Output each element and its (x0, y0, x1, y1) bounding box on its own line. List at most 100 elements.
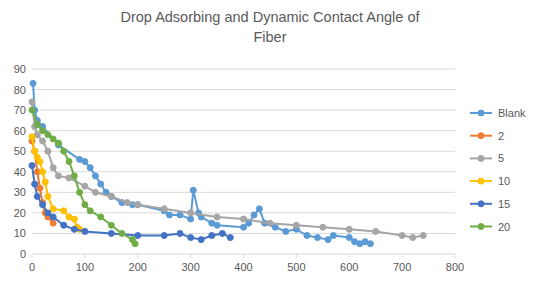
data-point (399, 233, 405, 239)
data-point (198, 237, 204, 243)
data-point (32, 148, 38, 154)
y-tick-label: 0 (20, 248, 26, 260)
data-point (61, 222, 67, 228)
y-tick-label: 70 (14, 104, 26, 116)
data-point (66, 159, 72, 165)
legend-marker (478, 133, 484, 139)
data-point (61, 148, 67, 154)
title: Drop Adsorbing and Dynamic Contact Angle… (120, 9, 420, 45)
data-point (241, 224, 247, 230)
y-tick-label: 60 (14, 125, 26, 137)
data-point (92, 173, 98, 179)
data-point (188, 210, 194, 216)
data-point (40, 128, 46, 134)
grid-line (32, 110, 455, 111)
data-point (82, 159, 88, 165)
legend-label: Blank (498, 107, 526, 119)
data-point (177, 212, 183, 218)
data-point (346, 235, 352, 241)
data-point (37, 159, 43, 165)
data-point (161, 233, 167, 239)
data-point (82, 183, 88, 189)
series (29, 134, 83, 233)
data-point (98, 181, 104, 187)
data-point (50, 165, 56, 171)
legend-marker (478, 155, 484, 161)
x-tick (455, 254, 456, 258)
data-point (188, 216, 194, 222)
data-point (119, 230, 125, 236)
data-point (161, 206, 167, 212)
data-point (82, 202, 88, 208)
data-point (29, 107, 35, 113)
data-point (92, 189, 98, 195)
data-point (315, 235, 321, 241)
data-point (166, 212, 172, 218)
data-point (71, 173, 77, 179)
data-point (61, 208, 67, 214)
data-point (330, 233, 336, 239)
data-point (55, 173, 61, 179)
data-point (135, 202, 141, 208)
series (29, 107, 138, 247)
grid-line (32, 130, 455, 131)
data-point (98, 214, 104, 220)
legend-label: 10 (498, 175, 510, 187)
x-tick-label: 300 (181, 261, 199, 273)
grid-line (32, 89, 455, 90)
legend: Blank25101520 (470, 107, 526, 233)
x-tick-label: 200 (129, 261, 147, 273)
data-point (71, 216, 77, 222)
series-line (32, 110, 135, 244)
x-tick (32, 254, 33, 258)
series (30, 80, 373, 246)
grid-line (32, 69, 455, 70)
y-tick-label: 30 (14, 186, 26, 198)
series-line (32, 166, 230, 240)
x-tick-label: 400 (234, 261, 252, 273)
legend-marker (478, 110, 484, 116)
series (29, 138, 56, 226)
data-point (320, 224, 326, 230)
x-tick (243, 254, 244, 258)
series-line (32, 102, 423, 238)
data-point (367, 241, 373, 247)
x-tick (84, 254, 85, 258)
chart: Drop Adsorbing and Dynamic Contact Angle… (0, 0, 553, 284)
data-point (251, 212, 257, 218)
legend-label: 15 (498, 198, 510, 210)
data-point (45, 148, 51, 154)
data-point (283, 228, 289, 234)
grid-line (32, 151, 455, 152)
data-point (108, 230, 114, 236)
series (29, 99, 426, 241)
data-point (108, 222, 114, 228)
data-point (32, 181, 38, 187)
data-point (87, 165, 93, 171)
data-point (272, 224, 278, 230)
data-point (304, 233, 310, 239)
legend-marker (478, 224, 484, 230)
data-point (50, 206, 56, 212)
data-point (124, 200, 130, 206)
data-point (108, 193, 114, 199)
x-tick-label: 700 (393, 261, 411, 273)
y-tick-label: 50 (14, 145, 26, 157)
x-tick-label: 600 (340, 261, 358, 273)
data-point (325, 237, 331, 243)
y-tick-label: 40 (14, 166, 26, 178)
data-point (45, 210, 51, 216)
data-point (82, 228, 88, 234)
legend-label: 20 (498, 221, 510, 233)
data-point (40, 202, 46, 208)
data-point (214, 222, 220, 228)
data-point (346, 226, 352, 232)
y-tick-label: 80 (14, 84, 26, 96)
data-point (29, 134, 35, 140)
data-point (77, 189, 83, 195)
data-point (34, 193, 40, 199)
data-point (132, 241, 138, 247)
data-point (50, 136, 56, 142)
x-tick (137, 254, 138, 258)
data-point (177, 230, 183, 236)
